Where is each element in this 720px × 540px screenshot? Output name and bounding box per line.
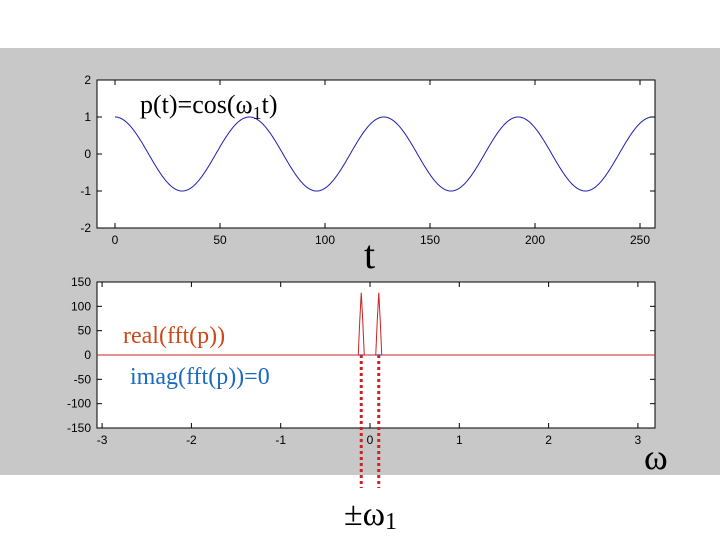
bottom-xtick-label: 2 xyxy=(545,433,552,447)
top-formula-sub: 1 xyxy=(253,103,262,123)
t-axis-label: t xyxy=(364,232,375,277)
bottom-ytick-label: -50 xyxy=(74,372,92,386)
bottom-xtick-label: -1 xyxy=(275,433,286,447)
bottom-xtick-label: 3 xyxy=(635,433,642,447)
bottom-ticks: -3 -2 -1 0 1 2 3 -150 -100 -50 0 50 100 150 xyxy=(67,275,655,447)
top-xtick-label: 0 xyxy=(112,233,119,247)
real-series-line xyxy=(97,292,655,356)
bottom-xtick-label: -2 xyxy=(186,433,197,447)
top-ytick-label: 0 xyxy=(84,147,91,161)
top-ytick-label: -1 xyxy=(80,184,91,198)
top-formula: p(t)=cos(ω1t) xyxy=(140,90,278,123)
top-ticks: 0 50 100 150 200 250 -2 -1 0 1 2 xyxy=(80,73,655,247)
pm-omega-sub: 1 xyxy=(385,509,397,535)
bottom-ytick-label: 100 xyxy=(71,299,91,313)
bottom-ytick-label: -100 xyxy=(67,397,91,411)
pm-omega-label: ±ω1 xyxy=(344,496,397,535)
top-xtick-label: 100 xyxy=(315,233,335,247)
bottom-ytick-label: 0 xyxy=(84,348,91,362)
peak-markers xyxy=(359,355,381,488)
bottom-ytick-label: -150 xyxy=(67,421,91,435)
top-xtick-label: 50 xyxy=(213,233,227,247)
bottom-ytick-label: 150 xyxy=(71,275,91,289)
bottom-xtick-label: -3 xyxy=(97,433,108,447)
omega-axis-label: ω xyxy=(644,437,668,477)
top-xtick-label: 250 xyxy=(630,233,650,247)
bottom-ytick-label: 50 xyxy=(78,324,92,338)
real-label: real(fft(p)) xyxy=(123,323,225,349)
top-xtick-label: 200 xyxy=(525,233,545,247)
bottom-xtick-label: 1 xyxy=(456,433,463,447)
imag-label: imag(fft(p))=0 xyxy=(130,364,270,390)
cos-series-line xyxy=(114,116,651,192)
top-ytick-label: -2 xyxy=(80,221,91,235)
top-xtick-label: 150 xyxy=(420,233,440,247)
top-plot-area xyxy=(96,79,656,229)
bottom-xtick-label: 0 xyxy=(367,433,374,447)
top-ytick-label: 2 xyxy=(84,73,91,87)
top-ytick-label: 1 xyxy=(84,110,91,124)
